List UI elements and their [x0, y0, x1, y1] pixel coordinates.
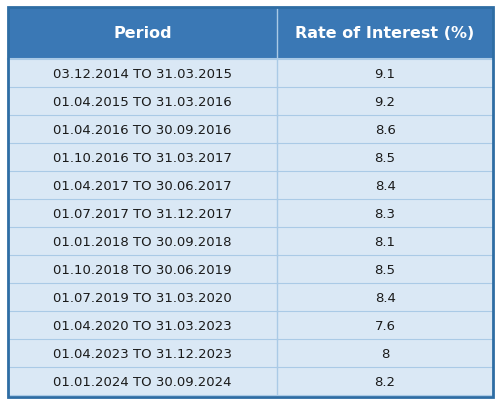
Text: 01.01.2024 TO 30.09.2024: 01.01.2024 TO 30.09.2024 — [53, 375, 232, 388]
Bar — [277, 116, 493, 144]
Text: 01.07.2019 TO 31.03.2020: 01.07.2019 TO 31.03.2020 — [53, 291, 232, 304]
Text: 01.04.2023 TO 31.12.2023: 01.04.2023 TO 31.12.2023 — [53, 347, 232, 360]
Bar — [8, 311, 277, 339]
Bar — [8, 256, 277, 284]
Bar — [8, 60, 277, 88]
Bar — [8, 200, 277, 228]
Bar — [277, 284, 493, 311]
Bar — [277, 144, 493, 172]
Bar — [8, 339, 277, 367]
Bar — [277, 60, 493, 88]
Text: 8.4: 8.4 — [375, 291, 395, 304]
Bar — [8, 88, 277, 116]
Text: 8.1: 8.1 — [375, 235, 396, 248]
Text: 9.2: 9.2 — [375, 95, 396, 108]
Text: 01.04.2017 TO 30.06.2017: 01.04.2017 TO 30.06.2017 — [53, 179, 232, 192]
Text: 9.1: 9.1 — [375, 67, 396, 80]
Bar — [277, 228, 493, 256]
Text: 01.04.2015 TO 31.03.2016: 01.04.2015 TO 31.03.2016 — [53, 95, 232, 108]
Bar — [8, 172, 277, 200]
Text: 7.6: 7.6 — [375, 319, 396, 332]
Bar — [8, 367, 277, 395]
Bar — [277, 256, 493, 284]
Text: 8.2: 8.2 — [375, 375, 396, 388]
Bar — [277, 339, 493, 367]
Bar — [8, 116, 277, 144]
Text: 01.04.2020 TO 31.03.2023: 01.04.2020 TO 31.03.2023 — [53, 319, 232, 332]
Text: 8.6: 8.6 — [375, 123, 395, 136]
Bar — [8, 284, 277, 311]
Bar — [277, 367, 493, 395]
Text: 01.01.2018 TO 30.09.2018: 01.01.2018 TO 30.09.2018 — [53, 235, 232, 248]
Bar — [277, 88, 493, 116]
Text: Rate of Interest (%): Rate of Interest (%) — [296, 26, 475, 41]
Bar — [8, 144, 277, 172]
Text: 01.07.2017 TO 31.12.2017: 01.07.2017 TO 31.12.2017 — [53, 207, 232, 220]
Text: 8: 8 — [381, 347, 389, 360]
Bar — [277, 172, 493, 200]
Bar — [8, 228, 277, 256]
Text: 8.4: 8.4 — [375, 179, 395, 192]
Text: 01.04.2016 TO 30.09.2016: 01.04.2016 TO 30.09.2016 — [54, 123, 232, 136]
Text: 03.12.2014 TO 31.03.2015: 03.12.2014 TO 31.03.2015 — [53, 67, 232, 80]
Text: 8.5: 8.5 — [375, 263, 396, 276]
Text: 01.10.2016 TO 31.03.2017: 01.10.2016 TO 31.03.2017 — [53, 151, 232, 164]
Text: 8.5: 8.5 — [375, 151, 396, 164]
Text: 01.10.2018 TO 30.06.2019: 01.10.2018 TO 30.06.2019 — [53, 263, 232, 276]
Text: Period: Period — [113, 26, 172, 41]
Bar — [277, 200, 493, 228]
Text: 8.3: 8.3 — [375, 207, 396, 220]
Bar — [8, 8, 493, 60]
Bar — [277, 311, 493, 339]
